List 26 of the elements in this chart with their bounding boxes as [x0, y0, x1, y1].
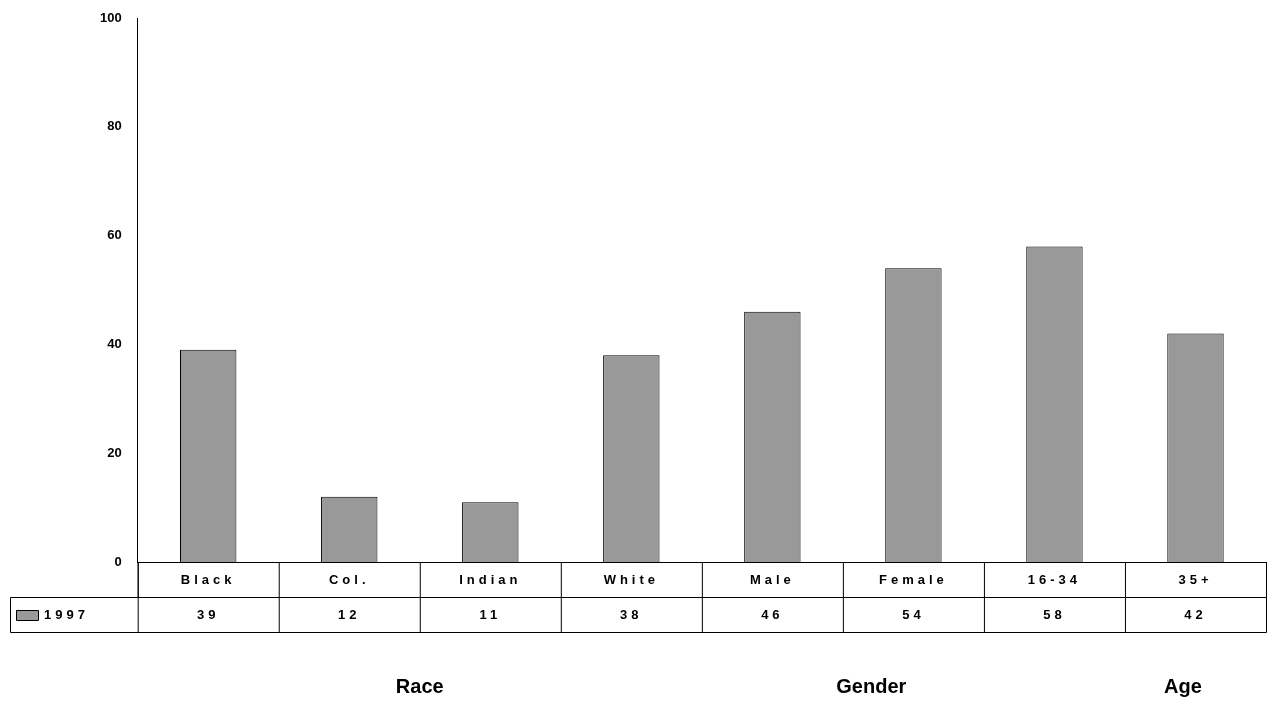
y-tick-label: 20 [107, 444, 122, 460]
x-tick-label: 35+ [1178, 572, 1213, 588]
text: Gender [836, 675, 907, 698]
legend-label: 1997 [44, 607, 89, 623]
x-tick-label: 16-34 [1027, 572, 1082, 588]
data-label: 12 [338, 607, 361, 623]
x-tick-label: Female [879, 572, 948, 588]
y-tick-label: 100 [99, 9, 122, 25]
data-label: 39 [196, 607, 220, 623]
y-tick-label: 40 [107, 335, 122, 351]
y-tick-label: 80 [107, 118, 122, 134]
data-label: 46 [761, 607, 784, 623]
data-label: 38 [620, 607, 643, 623]
x-tick-label: Indian [459, 572, 522, 588]
x-tick-label: White [603, 572, 660, 588]
data-label: 54 [902, 607, 925, 623]
x-tick-label: Male [749, 572, 795, 588]
y-tick-label: 60 [107, 227, 122, 243]
data-label: 42 [1184, 607, 1207, 623]
text: Age [1164, 675, 1202, 698]
x-tick-label: Black [180, 572, 236, 588]
x-tick-label: Col. [328, 572, 370, 588]
y-tick-label: 0 [114, 553, 122, 569]
data-label: 11 [479, 607, 502, 623]
text: Race [395, 675, 444, 698]
data-label: 58 [1043, 607, 1066, 623]
